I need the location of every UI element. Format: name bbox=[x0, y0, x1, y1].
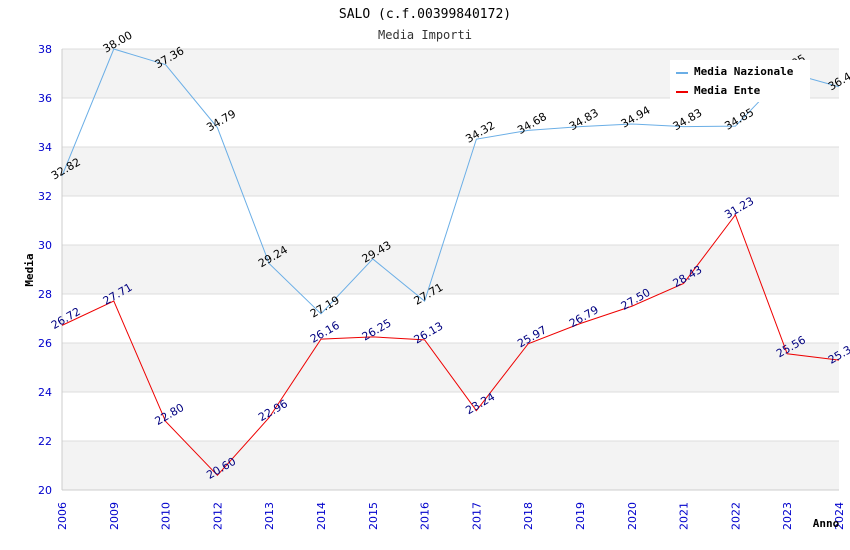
x-axis-label: Anno bbox=[813, 517, 840, 530]
x-tick-label: 2014 bbox=[315, 502, 328, 530]
chart-subtitle: Media Importi bbox=[378, 28, 472, 42]
grid-band bbox=[62, 245, 839, 294]
y-tick-label: 30 bbox=[38, 239, 52, 252]
grid-band bbox=[62, 441, 839, 490]
y-tick-label: 36 bbox=[38, 92, 52, 105]
x-tick-label: 2010 bbox=[160, 502, 173, 530]
series-line-nazionale bbox=[61, 48, 840, 315]
y-tick-label: 28 bbox=[38, 288, 52, 301]
grid-band bbox=[62, 343, 839, 392]
x-tick-label: 2006 bbox=[56, 502, 69, 530]
x-tick-label: 2013 bbox=[263, 502, 276, 530]
y-axis-label: Media bbox=[23, 253, 36, 286]
series-line-ente bbox=[61, 213, 840, 477]
x-tick-label: 2009 bbox=[108, 502, 121, 530]
grid-band bbox=[62, 147, 839, 196]
y-axis-ticks: 20 22 24 26 28 30 32 34 36 38 bbox=[38, 43, 52, 497]
legend: Media Nazionale Media Ente bbox=[670, 60, 810, 102]
y-tick-label: 20 bbox=[38, 484, 52, 497]
x-tick-label: 2021 bbox=[678, 502, 691, 530]
x-axis-ticks: 2006 2009 2010 2012 2013 2014 2015 2016 2017 2018… bbox=[56, 502, 846, 530]
y-tick-label: 38 bbox=[38, 43, 52, 56]
gridlines bbox=[61, 48, 839, 491]
y-tick-label: 32 bbox=[38, 190, 52, 203]
chart-title: SALO (c.f.00399840172) bbox=[339, 7, 511, 22]
y-tick-label: 26 bbox=[38, 337, 52, 350]
x-tick-label: 2018 bbox=[522, 502, 535, 530]
series-lines bbox=[61, 48, 840, 477]
legend-label-nazionale: Media Nazionale bbox=[694, 65, 794, 78]
y-tick-label: 22 bbox=[38, 435, 52, 448]
x-tick-label: 2019 bbox=[574, 502, 587, 530]
x-tick-label: 2024 bbox=[833, 502, 846, 530]
x-tick-label: 2023 bbox=[781, 502, 794, 530]
x-tick-label: 2022 bbox=[729, 502, 742, 530]
x-tick-label: 2015 bbox=[367, 502, 380, 530]
x-tick-label: 2020 bbox=[626, 502, 639, 530]
y-tick-label: 34 bbox=[38, 141, 52, 154]
x-tick-label: 2016 bbox=[419, 502, 432, 530]
y-tick-label: 24 bbox=[38, 386, 52, 399]
x-tick-label: 2017 bbox=[470, 502, 483, 530]
legend-box bbox=[670, 60, 810, 102]
x-tick-label: 2012 bbox=[211, 502, 224, 530]
grid-bands bbox=[62, 49, 839, 490]
legend-label-ente: Media Ente bbox=[694, 84, 761, 97]
